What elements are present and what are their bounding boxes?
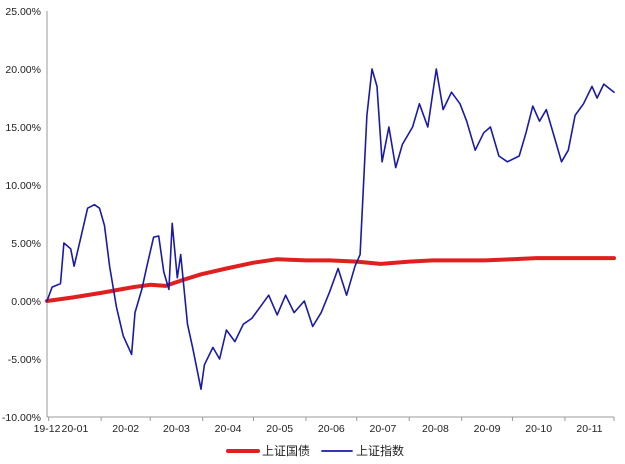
x-tick-label: 20-08 bbox=[422, 423, 449, 435]
x-tick-label: 20-01 bbox=[61, 423, 88, 435]
x-tick-label: 20-03 bbox=[163, 423, 190, 435]
x-tick-label: 19-12 bbox=[34, 423, 61, 435]
x-tick-label: 20-02 bbox=[112, 423, 139, 435]
x-tick-label: 20-07 bbox=[370, 423, 397, 435]
series-line-1 bbox=[46, 68, 615, 390]
y-tick-label: 0.00% bbox=[11, 296, 41, 308]
legend-label-series-1: 上证指数 bbox=[356, 443, 404, 458]
series-lines bbox=[45, 68, 616, 390]
series-line-0 bbox=[45, 256, 616, 303]
x-tick-label: 20-11 bbox=[576, 423, 602, 435]
x-tick-label: 20-05 bbox=[266, 423, 293, 435]
x-tick-label: 20-09 bbox=[474, 423, 501, 435]
x-axis-tick-marks bbox=[48, 417, 615, 421]
y-tick-label: 10.00% bbox=[5, 180, 41, 192]
y-tick-label: 25.00% bbox=[5, 6, 41, 18]
y-tick-label: 15.00% bbox=[5, 122, 41, 134]
legend-label-series-0: 上证国债 bbox=[262, 444, 310, 458]
x-tick-label: 20-06 bbox=[318, 423, 345, 435]
x-tick-label: 20-10 bbox=[525, 423, 552, 435]
x-tick-label: 20-04 bbox=[215, 423, 242, 435]
y-tick-label: 5.00% bbox=[11, 238, 41, 250]
y-axis-tick-labels: 25.00% 20.00% 15.00% 10.00% 5.00% 0.00% -5.00%… bbox=[2, 6, 41, 424]
y-tick-label: -5.00% bbox=[8, 354, 41, 366]
y-tick-label: 20.00% bbox=[5, 64, 41, 76]
legend: 上证国债 上证指数 bbox=[226, 443, 404, 458]
y-tick-label: -10.00% bbox=[2, 412, 41, 424]
x-axis-tick-labels: 19-12 20-01 20-02 20-03 20-04 20-05 20-06 20-07… bbox=[34, 423, 603, 435]
